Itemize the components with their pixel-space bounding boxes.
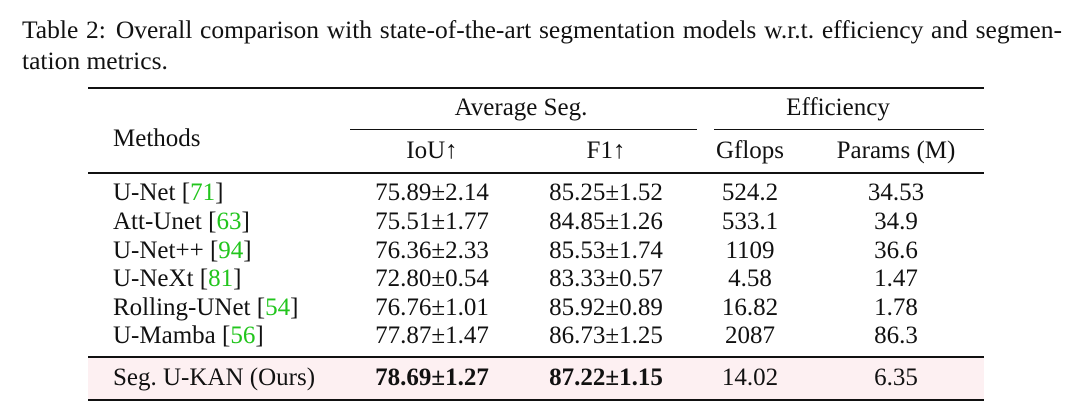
citation-link[interactable]: 71 xyxy=(190,179,216,206)
params-cell: 86.3 xyxy=(874,322,918,349)
header-methods: Methods xyxy=(113,125,201,152)
ours-f1-cell: 87.22±1.15 xyxy=(549,364,663,391)
gflops-cell: 1109 xyxy=(725,237,775,264)
ours-separator-rule xyxy=(88,356,984,358)
ours-row-highlight xyxy=(88,358,984,399)
header-f1: F1↑ xyxy=(586,137,626,164)
params-cell: 36.6 xyxy=(874,237,918,264)
avg-seg-rule xyxy=(350,129,697,130)
gflops-cell: 524.2 xyxy=(721,179,779,206)
header-gflops: Gflops xyxy=(715,137,785,164)
method-cell: U-Mamba [56] xyxy=(113,322,264,349)
ours-params-cell: 6.35 xyxy=(874,364,918,391)
iou-cell: 72.80±0.54 xyxy=(375,265,489,292)
params-cell: 34.9 xyxy=(874,208,918,235)
iou-cell: 75.89±2.14 xyxy=(375,179,489,206)
citation-link[interactable]: 94 xyxy=(218,237,244,264)
citation-link[interactable]: 81 xyxy=(208,265,234,292)
iou-cell: 77.87±1.47 xyxy=(375,322,489,349)
citation-link[interactable]: 54 xyxy=(265,294,291,321)
params-cell: 1.47 xyxy=(874,265,918,292)
f1-cell: 84.85±1.26 xyxy=(549,208,663,235)
header-average-seg: Average Seg. xyxy=(454,94,588,121)
caption-text: Overall comparison with state-of-the-art… xyxy=(22,15,1062,75)
iou-cell: 76.36±2.33 xyxy=(375,237,489,264)
header-iou: IoU↑ xyxy=(406,137,458,164)
header-efficiency: Efficiency xyxy=(786,94,890,121)
method-cell: Att-Unet [63] xyxy=(113,208,250,235)
f1-cell: 86.73±1.25 xyxy=(549,322,663,349)
gflops-cell: 16.82 xyxy=(721,294,779,321)
f1-cell: 83.33±0.57 xyxy=(549,265,663,292)
f1-cell: 85.25±1.52 xyxy=(549,179,663,206)
params-cell: 1.78 xyxy=(874,294,918,321)
f1-cell: 85.92±0.89 xyxy=(549,294,663,321)
bottom-rule xyxy=(88,399,984,401)
f1-cell: 85.53±1.74 xyxy=(549,237,663,264)
efficiency-rule xyxy=(714,129,984,130)
method-cell: U-NeXt [81] xyxy=(113,265,242,292)
ours-iou-cell: 78.69±1.27 xyxy=(375,364,489,391)
ours-method-cell: Seg. U-KAN (Ours) xyxy=(113,364,316,391)
ours-gflops-cell: 14.02 xyxy=(721,364,779,391)
citation-link[interactable]: 56 xyxy=(230,322,256,349)
iou-cell: 75.51±1.77 xyxy=(375,208,489,235)
header-params: Params (M) xyxy=(836,137,956,164)
gflops-cell: 4.58 xyxy=(728,265,772,292)
citation-link[interactable]: 63 xyxy=(216,208,242,235)
gflops-cell: 2087 xyxy=(725,322,775,349)
method-cell: U-Net [71] xyxy=(113,179,224,206)
caption-label: Table 2: xyxy=(22,15,106,44)
method-cell: U-Net++ [94] xyxy=(113,237,252,264)
gflops-cell: 533.1 xyxy=(721,208,779,235)
top-rule xyxy=(88,87,984,89)
header-rule xyxy=(88,172,984,174)
table-caption: Table 2: Overall comparison with state-of… xyxy=(22,14,1062,76)
params-cell: 34.53 xyxy=(867,179,925,206)
method-cell: Rolling-UNet [54] xyxy=(113,294,299,321)
iou-cell: 76.76±1.01 xyxy=(375,294,489,321)
